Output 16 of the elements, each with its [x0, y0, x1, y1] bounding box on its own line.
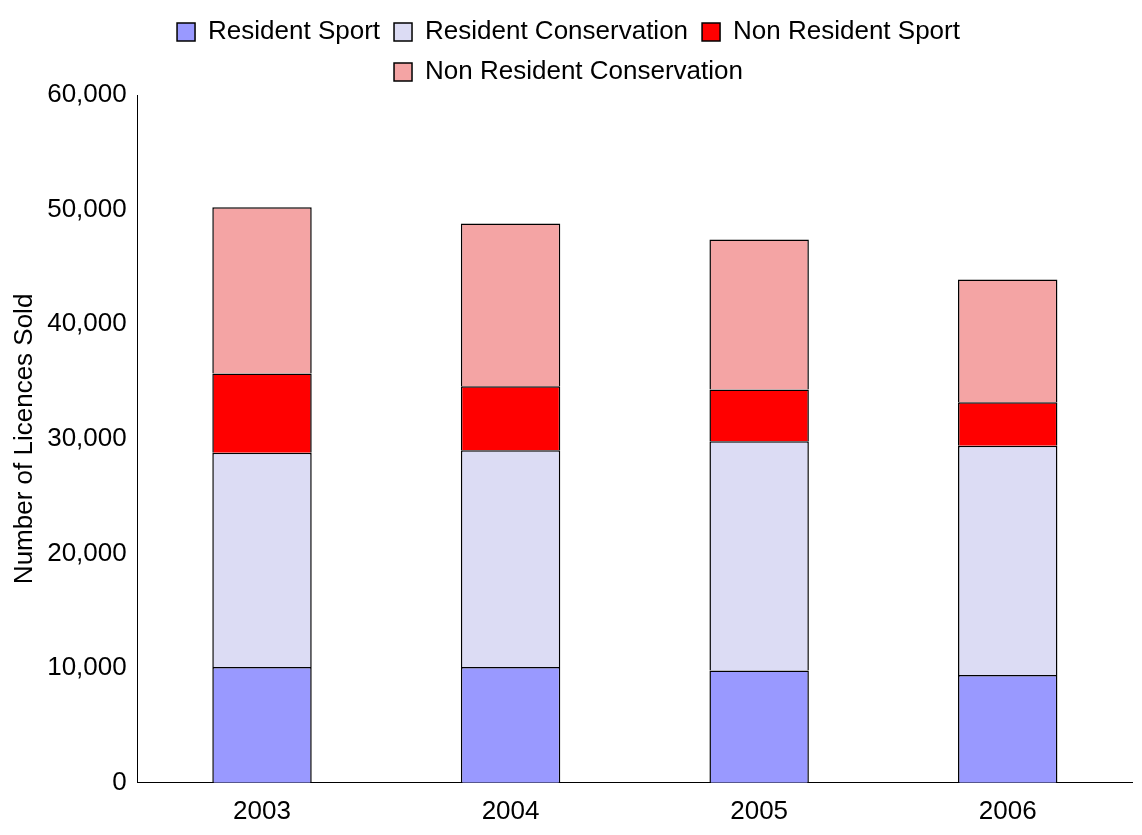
- x-tick-label: 2005: [730, 794, 789, 825]
- y-tick-label: 20,000: [47, 536, 127, 567]
- legend-label: Resident Conservation: [425, 15, 689, 46]
- y-tick-label: 40,000: [47, 307, 127, 338]
- y-tick-label: 60,000: [47, 78, 127, 109]
- x-tick-label: 2006: [978, 794, 1037, 825]
- y-tick-label: 30,000: [47, 422, 127, 453]
- y-axis-title: Number of Licences Sold: [7, 293, 38, 585]
- x-tick-label: 2003: [233, 794, 291, 825]
- y-tick-label: 0: [112, 765, 127, 796]
- x-tick-label: 2004: [481, 794, 540, 825]
- legend-label: Non Resident Sport: [733, 15, 961, 46]
- y-tick-label: 10,000: [47, 651, 127, 682]
- legend-label: Resident Sport: [208, 15, 381, 46]
- legend-label: Non Resident Conservation: [425, 55, 743, 86]
- y-tick-label: 50,000: [47, 192, 127, 223]
